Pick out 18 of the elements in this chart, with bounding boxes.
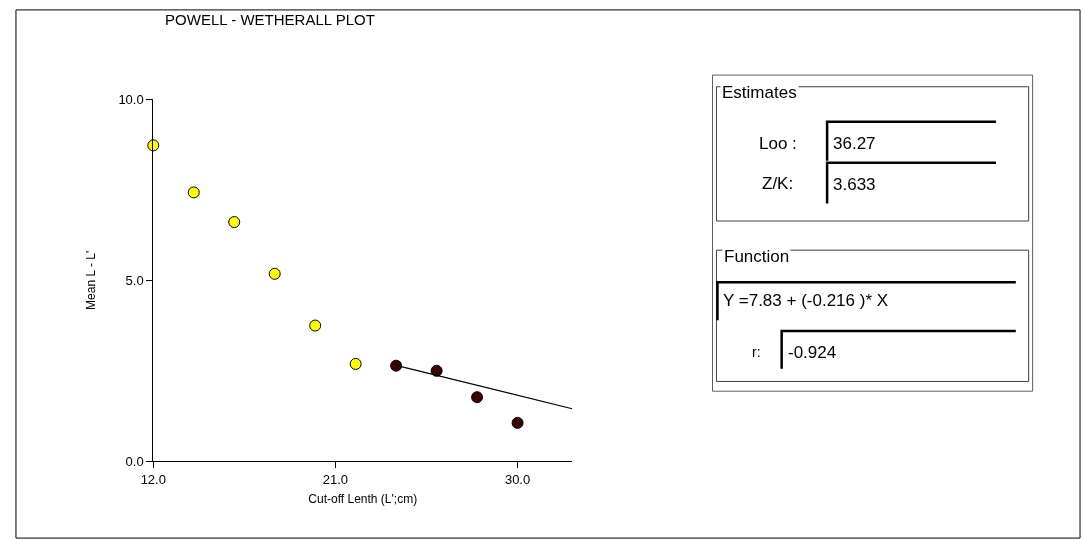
text: 36.27 [833, 134, 876, 153]
chart-title: POWELL - WETHERALL PLOT [165, 11, 375, 29]
y-axis-title: Mean L - L' [83, 250, 98, 310]
x-tick-label: 30.0 [504, 471, 531, 487]
x-tick-label: 21.0 [322, 471, 349, 487]
x-axis-title: Cut-off Lenth (L';cm) [308, 491, 418, 506]
text: r: [752, 344, 761, 360]
text: Loo : [759, 134, 797, 153]
text: Estimates [722, 83, 797, 102]
text: Z/K: [762, 174, 794, 193]
text: Function [724, 247, 790, 266]
x-tick-label: 12.0 [140, 471, 166, 487]
text: Y =7.83 + (-0.216 )* X [723, 291, 889, 310]
text: -0.924 [788, 343, 837, 362]
text: 3.633 [833, 175, 876, 194]
y-tick-label: 0.0 [125, 453, 144, 469]
y-tick-label: 5.0 [125, 272, 144, 288]
y-tick-label: 10.0 [118, 91, 144, 107]
